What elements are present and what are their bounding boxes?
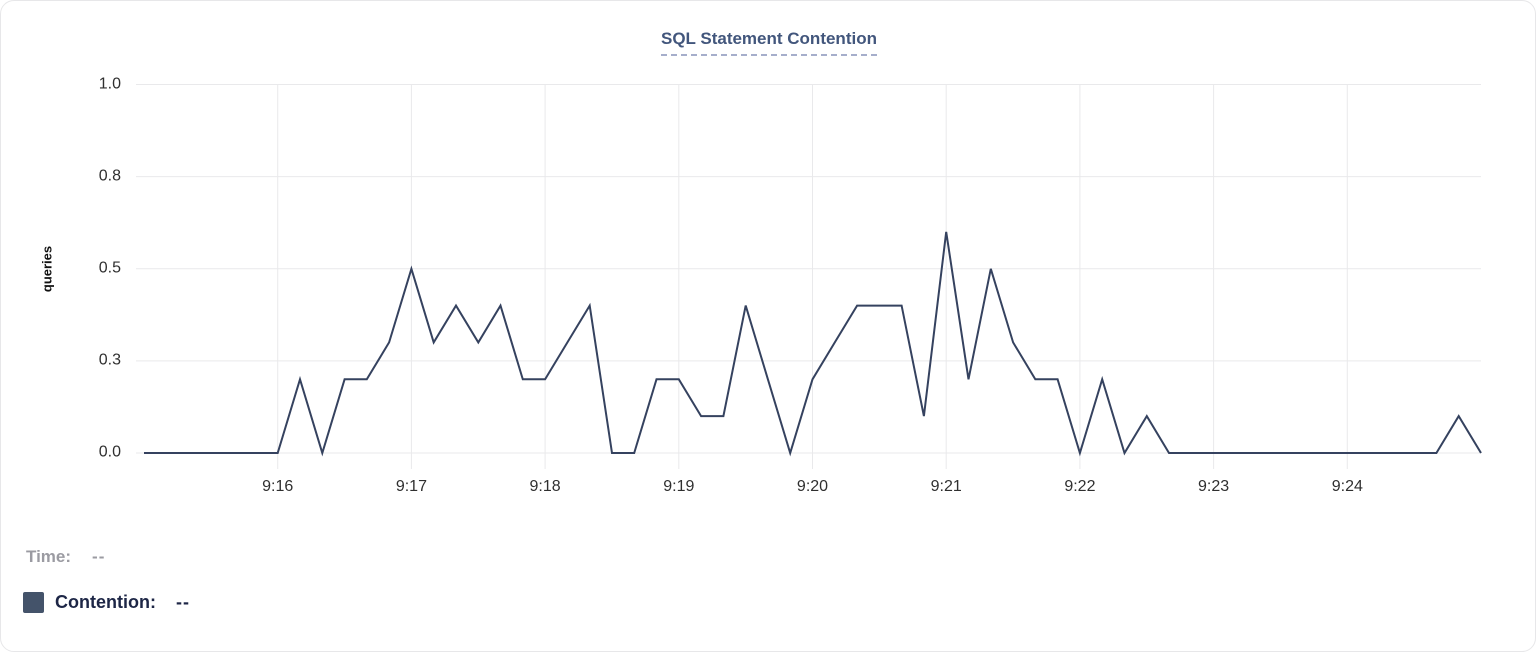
x-tick-label: 9:24 xyxy=(1331,478,1363,495)
y-axis-ticks: 0.0 0.3 0.5 0.8 1.0 xyxy=(1,1,1535,513)
x-tick-label: 9:21 xyxy=(930,478,962,495)
x-tick-label: 9:18 xyxy=(529,478,561,495)
x-tick-label: 9:17 xyxy=(395,478,427,495)
y-tick-label: 0.0 xyxy=(98,443,121,461)
chart-area: 0.0 0.3 0.5 0.8 1.0 9:16 9:17 9:18 9:19 9:20 9:21… xyxy=(1,1,1536,513)
chart-svg[interactable] xyxy=(1,1,1536,513)
x-tick-label: 9:23 xyxy=(1198,478,1230,495)
x-tick-label: 9:20 xyxy=(796,478,829,495)
time-value: -- xyxy=(92,547,106,566)
time-label: Time: xyxy=(26,547,72,566)
y-axis-label: queries xyxy=(39,245,55,293)
x-tick-label: 9:16 xyxy=(262,478,294,495)
legend-contention[interactable]: Contention: -- xyxy=(23,592,190,613)
contention-swatch-icon xyxy=(23,592,44,613)
y-tick-label: 0.5 xyxy=(98,259,121,277)
hover-readout-time: Time: -- xyxy=(26,547,105,567)
x-axis-ticks: 9:16 9:17 9:18 9:19 9:20 9:21 9:22 9:23 9:24 xyxy=(1,1,1535,513)
x-tick-label: 9:22 xyxy=(1064,478,1096,495)
y-tick-label: 0.8 xyxy=(98,167,121,185)
x-tick-label: 9:19 xyxy=(663,478,695,495)
contention-line xyxy=(144,231,1482,457)
contention-label: Contention: xyxy=(55,592,156,612)
chart-title[interactable]: SQL Statement Contention xyxy=(661,29,877,56)
y-tick-label: 0.3 xyxy=(98,351,121,369)
y-tick-label: 1.0 xyxy=(98,75,121,93)
contention-value: -- xyxy=(175,592,190,612)
